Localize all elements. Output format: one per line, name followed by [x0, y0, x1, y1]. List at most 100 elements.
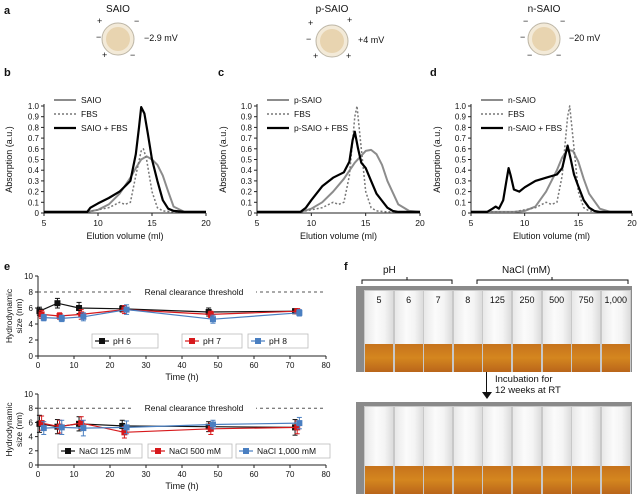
- y-tick-label: 0.4: [241, 166, 253, 175]
- legend-swatch-marker: [65, 448, 71, 454]
- charge-sign: +: [346, 51, 351, 61]
- y-tick-label: 0.8: [28, 123, 40, 132]
- panel-label-e: e: [4, 261, 10, 273]
- y-tick-label: 1.0: [455, 102, 467, 111]
- sample-tube: 1,000: [600, 290, 631, 372]
- series-line-fbs: [44, 148, 206, 213]
- tube-label: 250: [519, 295, 535, 305]
- data-point: [209, 316, 216, 323]
- y-tick-label: 0: [35, 209, 40, 218]
- y-tick-label: 0.6: [28, 145, 40, 154]
- sample-solution: [513, 344, 541, 372]
- tube-label: 125: [489, 295, 505, 305]
- sample-solution: [601, 466, 630, 494]
- y-tick-label: 10: [24, 272, 33, 281]
- y-tick-label: 4: [29, 433, 34, 442]
- y-axis-label-line-2: size (nm): [14, 298, 24, 333]
- x-tick-label: 20: [415, 218, 425, 228]
- tube-label: 750: [578, 295, 594, 305]
- y-tick-label: 0.1: [241, 198, 253, 207]
- x-tick-label: 15: [147, 218, 157, 228]
- tube-label: 6: [406, 295, 412, 305]
- y-tick-label: 0.6: [455, 145, 467, 154]
- data-point: [36, 308, 43, 315]
- series-line-saio-fbs: [44, 105, 206, 213]
- tube-label: 1,000: [604, 295, 628, 305]
- series-line-ph-6: [39, 302, 296, 313]
- sample-solution: [483, 344, 512, 372]
- tube-label: 8: [465, 295, 471, 305]
- y-tick-label: 0.5: [241, 156, 253, 165]
- sample-solution: [542, 466, 571, 494]
- x-tick-label: 20: [106, 470, 115, 479]
- data-point: [296, 420, 303, 427]
- data-point: [123, 306, 130, 313]
- arrow-down-icon: [482, 392, 492, 399]
- x-tick-label: 20: [106, 361, 115, 370]
- x-tick-label: 40: [178, 361, 187, 370]
- x-tick-label: 40: [178, 470, 187, 479]
- x-tick-label: 0: [36, 470, 41, 479]
- chart-panel-e-nacl: 0 2 4 6 8 10 0 10 20 30 40 50 60 70 80 Time (h) Hydrodyn…: [4, 390, 331, 491]
- data-point: [80, 313, 87, 320]
- sample-solution: [572, 344, 601, 372]
- series-line-p-saio-fbs: [257, 130, 420, 213]
- x-axis-label: Elution volume (ml): [86, 231, 163, 241]
- sample-tube: [364, 406, 394, 494]
- data-point: [76, 305, 83, 311]
- legend-label: pH 6: [113, 336, 131, 346]
- data-point: [80, 425, 87, 432]
- x-tick-label: 10: [70, 361, 79, 370]
- y-tick-label: 2: [29, 336, 34, 345]
- y-tick-label: 0.9: [241, 113, 253, 122]
- series-line-saio: [44, 155, 206, 213]
- y-tick-label: 0.7: [28, 134, 40, 143]
- zeta-value-saio: −2.9 mV: [144, 33, 178, 43]
- charge-sign: −: [560, 16, 565, 26]
- panel-label-d: d: [430, 67, 437, 79]
- sample-solution: [365, 344, 393, 372]
- n-saio-core-icon: [532, 27, 556, 51]
- x-tick-label: 15: [574, 218, 584, 228]
- sample-tube: 125: [482, 290, 513, 372]
- data-point: [119, 422, 126, 429]
- y-tick-label: 0.4: [28, 166, 40, 175]
- chart-panel-e-ph: 0 2 4 6 8 10 0 10 20 30 40 50 60 70 80 Time (h) Hydrodyn…: [4, 272, 331, 382]
- charge-sign: −: [527, 50, 532, 60]
- panel-label-b: b: [4, 67, 11, 79]
- data-point: [209, 421, 216, 428]
- sample-tube: 7: [423, 290, 454, 372]
- charge-sign: −: [134, 16, 139, 26]
- particle-n-saio: n-SAIO − − − − − −20 mV: [520, 4, 600, 60]
- tube-label: 7: [435, 295, 441, 305]
- sample-solution: [453, 344, 482, 372]
- y-tick-label: 0.9: [28, 113, 40, 122]
- legend-swatch-marker: [189, 338, 195, 344]
- series-line-p-saio: [257, 148, 421, 213]
- x-tick-label: 10: [307, 218, 317, 228]
- sample-tube: [600, 406, 631, 494]
- x-axis-label: Time (h): [165, 481, 198, 491]
- x-tick-label: 80: [322, 361, 331, 370]
- incubation-line-1: Incubation for: [495, 374, 553, 385]
- sample-solution: [394, 466, 423, 494]
- y-tick-label: 0.9: [455, 113, 467, 122]
- sample-solution: [542, 344, 571, 372]
- data-point: [296, 309, 303, 316]
- y-tick-label: 0.7: [241, 134, 253, 143]
- legend-swatch-marker: [99, 338, 105, 344]
- panel-label-c: c: [218, 67, 224, 79]
- data-point: [121, 429, 128, 436]
- data-point: [38, 420, 45, 427]
- x-axis-label: Elution volume (ml): [513, 231, 590, 241]
- legend-box: [147, 443, 233, 459]
- threshold-label: Renal clearance threshold: [145, 403, 244, 413]
- y-tick-label: 1.0: [28, 102, 40, 111]
- charge-sign: +: [313, 51, 318, 61]
- panel-label-f: f: [344, 261, 348, 273]
- x-tick-label: 80: [322, 470, 331, 479]
- y-tick-label: 4: [29, 320, 34, 329]
- legend-box: [181, 333, 243, 349]
- charge-sign: −: [520, 32, 525, 42]
- y-axis-label: Absorption (a.u.): [432, 126, 442, 193]
